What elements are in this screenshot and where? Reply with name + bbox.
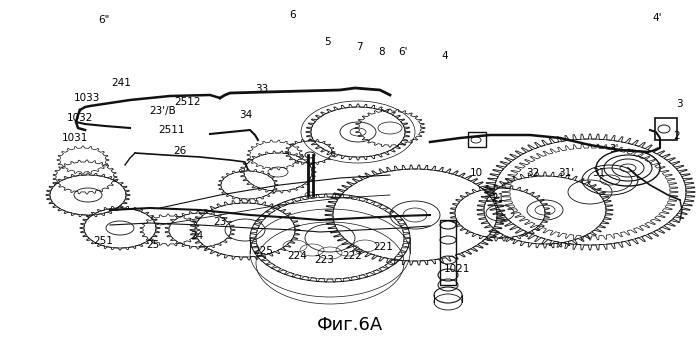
Text: 4': 4': [652, 13, 662, 23]
Text: 8: 8: [378, 47, 385, 57]
Text: 24: 24: [191, 231, 203, 241]
Text: 6": 6": [98, 15, 109, 25]
Text: 241: 241: [112, 77, 131, 88]
FancyBboxPatch shape: [468, 132, 486, 147]
Text: 6: 6: [289, 10, 296, 20]
Text: 3': 3': [609, 144, 619, 154]
Text: 221: 221: [373, 242, 393, 252]
Text: 2512: 2512: [174, 97, 201, 107]
Text: 224: 224: [287, 251, 307, 262]
Text: 23'/B: 23'/B: [149, 106, 175, 116]
Text: 251: 251: [94, 236, 113, 247]
Text: 1033: 1033: [74, 93, 101, 103]
Text: 31': 31': [558, 168, 575, 178]
Text: 7: 7: [356, 42, 363, 52]
Text: 33: 33: [255, 84, 268, 94]
Text: 34: 34: [240, 110, 252, 120]
Text: 2511: 2511: [159, 125, 185, 135]
Text: 223: 223: [315, 255, 334, 265]
Text: 1021: 1021: [444, 264, 470, 274]
Text: 25: 25: [146, 240, 159, 250]
Text: 10: 10: [470, 168, 483, 178]
Text: 1032: 1032: [67, 113, 94, 123]
Text: 23: 23: [213, 217, 226, 227]
FancyBboxPatch shape: [440, 220, 456, 285]
Text: 3: 3: [676, 99, 683, 109]
Text: 2: 2: [673, 131, 680, 142]
Text: 31: 31: [592, 168, 605, 178]
Text: 6': 6': [398, 47, 408, 57]
Text: 5: 5: [324, 36, 331, 47]
Text: Фиг.6А: Фиг.6А: [317, 316, 382, 334]
Text: 222: 222: [343, 251, 362, 262]
Text: 21: 21: [491, 193, 504, 204]
Text: 32: 32: [526, 168, 539, 178]
Text: 26: 26: [174, 146, 187, 156]
FancyBboxPatch shape: [655, 118, 677, 140]
Text: 225: 225: [253, 246, 273, 256]
Text: 1031: 1031: [62, 133, 89, 143]
Text: 4: 4: [441, 51, 448, 61]
